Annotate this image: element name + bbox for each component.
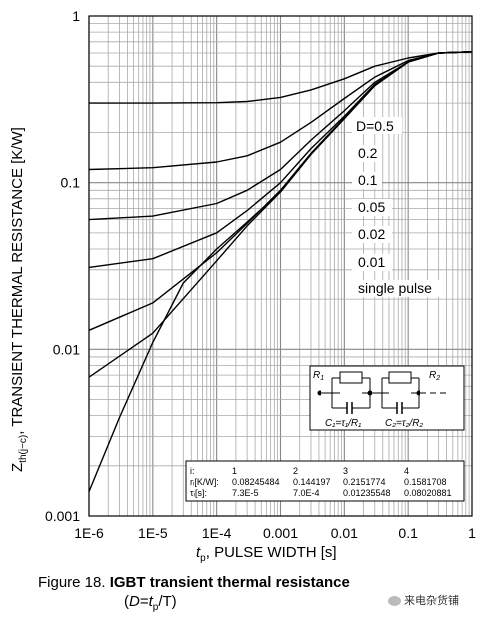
- x-tick-label: 1: [468, 525, 476, 541]
- x-tick-label: 1E-5: [138, 525, 168, 541]
- r2-label: R2: [429, 370, 440, 382]
- param-row-i: i: 1 2 3 4: [190, 466, 409, 476]
- x-tick-label: 0.01: [331, 525, 358, 541]
- label-d05: D=0.5: [356, 118, 394, 134]
- x-tick-label: 1E-4: [202, 525, 232, 541]
- series-curves: [88, 51, 473, 492]
- series-line-0-2: [88, 51, 473, 171]
- label-d002: 0.02: [358, 226, 385, 242]
- plot-frame: [88, 15, 473, 517]
- label-d005: 0.05: [358, 199, 385, 215]
- y-axis-title: Zth(j−c), TRANSIENT THERMAL RESISTANCE […: [9, 127, 29, 472]
- y-tick-label: 0.01: [53, 341, 80, 357]
- r1-label: R1: [313, 370, 324, 382]
- label-d02: 0.2: [358, 145, 378, 161]
- grid-lines: [88, 16, 472, 517]
- x-tick-label: 0.1: [398, 525, 418, 541]
- figure-caption-formula: (D=tp/T): [124, 593, 177, 613]
- c1-label: C₁=τ₁/R₁: [325, 418, 361, 429]
- y-tick-label: 1: [72, 8, 80, 24]
- caption-title: IGBT transient thermal resistance: [109, 574, 350, 591]
- parameter-table: i: 1 2 3 4 rᵢ[K/W]: 0.08245484 0.144197 …: [185, 460, 465, 502]
- watermark: 来电杂货铺: [388, 592, 459, 608]
- figure-caption: Figure 18. IGBT transient thermal resist…: [38, 574, 350, 591]
- c2-label: C₂=τ₂/R₂: [385, 418, 423, 429]
- label-d01: 0.1: [358, 172, 378, 188]
- y-tick-label: 0.001: [45, 508, 80, 524]
- watermark-icon: [388, 596, 401, 607]
- x-axis-title: tp, PULSE WIDTH [s]: [196, 544, 337, 564]
- tick-labels: 1E-6 1E-5 1E-4 0.001 0.01 0.1 1 0.001 0.01 0.1 1: [45, 8, 476, 541]
- rc-network-inset: R1 R2 C₁=τ₁/R₁ C₂=: [309, 365, 465, 431]
- param-row-r: rᵢ[K/W]: 0.08245484 0.144197 0.2151774 0…: [190, 477, 447, 487]
- y-tick-label: 0.1: [61, 175, 81, 191]
- series-line-d-0-5: [89, 51, 473, 104]
- label-d001: 0.01: [358, 254, 385, 270]
- x-tick-label: 0.001: [263, 525, 298, 541]
- x-tick-label: 1E-6: [74, 525, 104, 541]
- label-single-pulse: single pulse: [358, 280, 432, 296]
- series-line-single-pulse: [88, 51, 473, 492]
- param-row-tau: τᵢ[s]: 7.3E-5 7.0E-4 0.01235548 0.080208…: [190, 488, 452, 498]
